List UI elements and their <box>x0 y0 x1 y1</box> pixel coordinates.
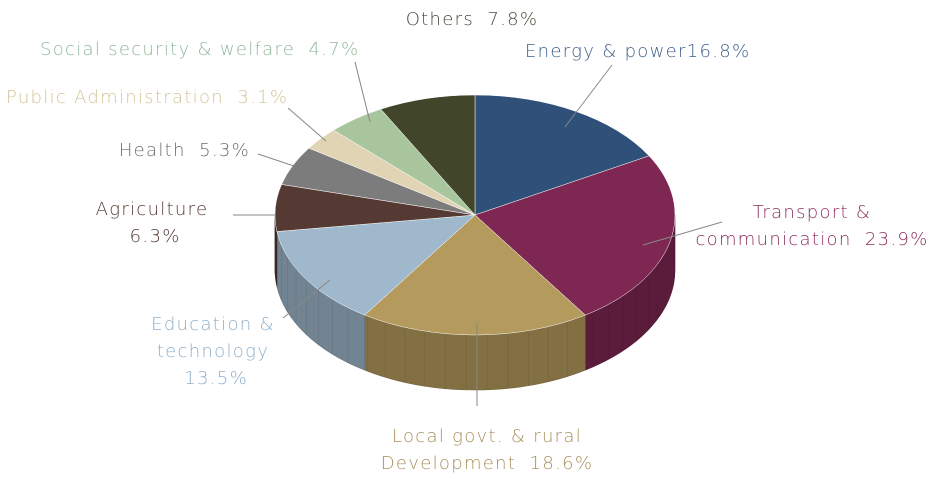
category-label: Public Administration <box>6 87 225 108</box>
value-label: 5.3% <box>199 140 250 161</box>
value-label: 13.5% <box>184 368 248 389</box>
category-label: Local govt. & rural Development <box>380 426 583 474</box>
category-label: Health <box>118 140 186 161</box>
slice-label: Health 5.3% <box>90 137 250 164</box>
category-label: Agriculture <box>95 199 209 220</box>
value-label: 18.6% <box>529 453 594 474</box>
value-label: 3.1% <box>237 87 289 108</box>
leader-line <box>354 61 371 123</box>
category-label: Energy & power <box>525 41 687 62</box>
leader-line <box>564 64 613 128</box>
slice-label: Transport & communication 23.9% <box>686 199 938 253</box>
slice <box>364 214 586 336</box>
slice-label: Agriculture 6.3% <box>92 196 212 250</box>
slice-label: Local govt. & rural Development 18.6% <box>371 423 603 477</box>
slice <box>474 94 650 216</box>
value-label: 4.7% <box>308 39 360 60</box>
slice <box>276 214 476 316</box>
leader-line <box>257 153 295 167</box>
slice-label: Others 7.8% <box>372 6 572 33</box>
category-label: Social security & welfare <box>40 39 296 60</box>
leader-line <box>642 221 723 246</box>
category-label: Others <box>405 9 475 30</box>
category-label: Transport & communication <box>695 202 872 250</box>
leader-line <box>287 107 327 142</box>
slice <box>474 155 676 316</box>
category-label: Education & technology <box>151 314 275 362</box>
value-label: 6.3% <box>129 226 181 247</box>
value-label: 7.8% <box>487 9 539 30</box>
leader-line <box>282 279 331 319</box>
slice-label: Education & technology 13.5% <box>122 311 304 392</box>
value-label: 23.9% <box>864 229 929 250</box>
value-label: 16.8% <box>686 41 751 62</box>
slice-label: Social security & welfare 4.7% <box>40 36 400 63</box>
slice-label: Energy & power16.8% <box>525 38 825 65</box>
slice <box>380 94 476 216</box>
slice-label: Public Administration 3.1% <box>6 84 336 111</box>
